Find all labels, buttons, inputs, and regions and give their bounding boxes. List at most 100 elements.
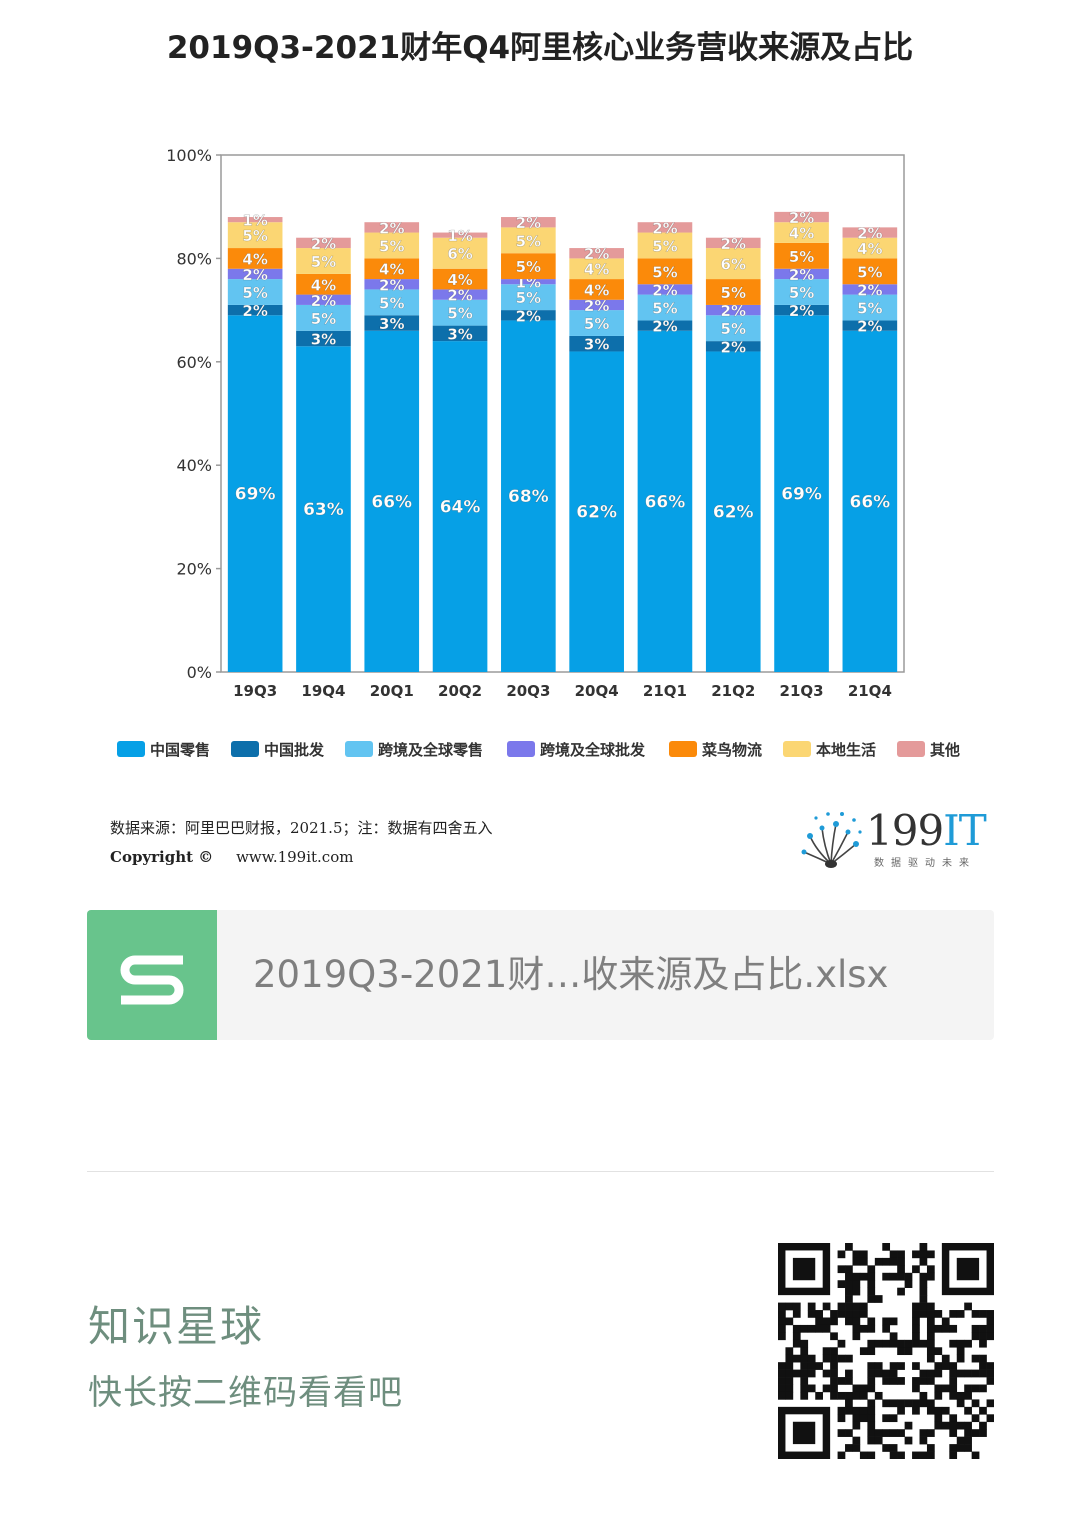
data-label: 66% [645,492,686,512]
data-label: 5% [721,320,746,338]
data-label: 3% [584,336,609,354]
bar-segment [774,222,829,243]
x-tick-label: 20Q1 [370,682,414,700]
bar-segment [296,346,351,672]
bar-segment [705,279,761,305]
data-label: 3% [447,325,472,343]
y-tick-label: 100% [166,146,212,165]
data-label: 5% [857,263,882,281]
bar-segment [364,330,420,672]
x-tick-label: 19Q4 [301,682,345,700]
data-label: 5% [857,300,882,318]
data-label: 4% [379,261,404,279]
data-label: 66% [849,492,890,512]
data-label: 2% [516,307,541,325]
bar-segment [296,330,351,347]
qr-code-icon[interactable] [778,1243,994,1459]
data-label: 4% [242,250,267,268]
legend-label: 中国零售 [150,741,210,759]
data-label: 5% [516,258,541,276]
data-label: 63% [303,500,344,520]
bar-segment [364,222,420,233]
spreadsheet-s-icon [87,910,217,1040]
x-tick-label: 19Q3 [233,682,277,700]
legend-swatch [897,741,925,757]
website-link[interactable]: www.199it.com [236,848,354,866]
data-label: 4% [584,281,609,299]
x-tick-label: 21Q1 [643,682,687,700]
bar-segment [774,211,829,223]
data-label: 2% [584,245,609,263]
bar-segment [501,284,556,311]
bar-segment [569,258,624,280]
data-label: 6% [721,256,746,274]
bar-segment [569,335,624,352]
data-label: 5% [516,289,541,307]
bar-segment [705,315,761,342]
bar-segment [364,232,420,259]
legend-label: 其他 [930,741,960,759]
stacked-bar-chart: 0%20%40%60%80%100%69%2%5%2%4%5%1%19Q363%… [117,146,960,759]
bar-segment [432,268,488,290]
data-label: 2% [379,219,404,237]
bar-segment [364,279,420,290]
legend-swatch [345,741,373,757]
y-tick-label: 80% [176,249,212,268]
bar-segment [842,294,898,321]
data-label: 5% [789,248,814,266]
legend-swatch [507,741,535,757]
data-label: 4% [789,225,814,243]
data-label: 2% [721,235,746,253]
bar-segment [227,268,283,280]
data-label: 2% [721,302,746,320]
data-label: 2% [379,276,404,294]
bar-segment [364,315,420,331]
data-label: 2% [789,266,814,284]
data-label: 2% [584,297,609,315]
x-tick-label: 20Q4 [575,682,619,700]
bar-segment [637,258,693,285]
bar-segment [842,237,898,259]
data-label: 3% [311,331,336,349]
data-label: 2% [789,209,814,227]
file-attachment[interactable]: 2019Q3-2021财…收来源及占比.xlsx [87,910,994,1040]
source-note: 数据来源：阿里巴巴财报，2021.5；注：数据有四舍五入 Copyright ©… [110,814,493,872]
data-label: 4% [311,276,336,294]
data-label: 4% [857,240,882,258]
bar-segment [569,248,624,259]
data-label: 2% [857,225,882,243]
data-label: 5% [789,284,814,302]
bar-segment [705,248,761,280]
bar-segment [637,232,693,259]
bar-segment [432,289,488,300]
bar-segment [296,294,351,305]
bar-segment [774,268,829,280]
promo-subtitle: 快长按二维码看看吧 [88,1373,403,1413]
source-label: 数据来源：阿里巴巴财报，2021.5；注：数据有四舍五入 [110,819,493,837]
copyright-label: Copyright © [110,848,214,866]
bar-segment [501,217,556,228]
data-label: 66% [371,492,412,512]
data-label: 2% [242,302,267,320]
dandelion-logo-icon [801,812,862,868]
bar-segment [296,273,351,295]
data-label: 1% [447,227,472,245]
legend-label: 本地生活 [816,741,876,759]
data-label: 2% [789,302,814,320]
logo-text-accent: IT [943,806,987,855]
bar-segment [569,299,624,311]
data-label: 5% [242,284,267,302]
bar-segment [501,253,556,280]
bar-segment [637,330,693,672]
legend-label: 菜鸟物流 [701,741,762,759]
data-label: 2% [652,219,677,237]
data-label: 69% [781,485,822,505]
bar-segment [227,248,283,269]
bar-segment [501,227,556,254]
bar-segment [569,351,624,672]
data-label: 5% [379,294,404,312]
bar-segment [774,242,829,269]
bar-segment [296,237,351,249]
data-label: 5% [516,232,541,250]
bar-segment [774,279,829,305]
